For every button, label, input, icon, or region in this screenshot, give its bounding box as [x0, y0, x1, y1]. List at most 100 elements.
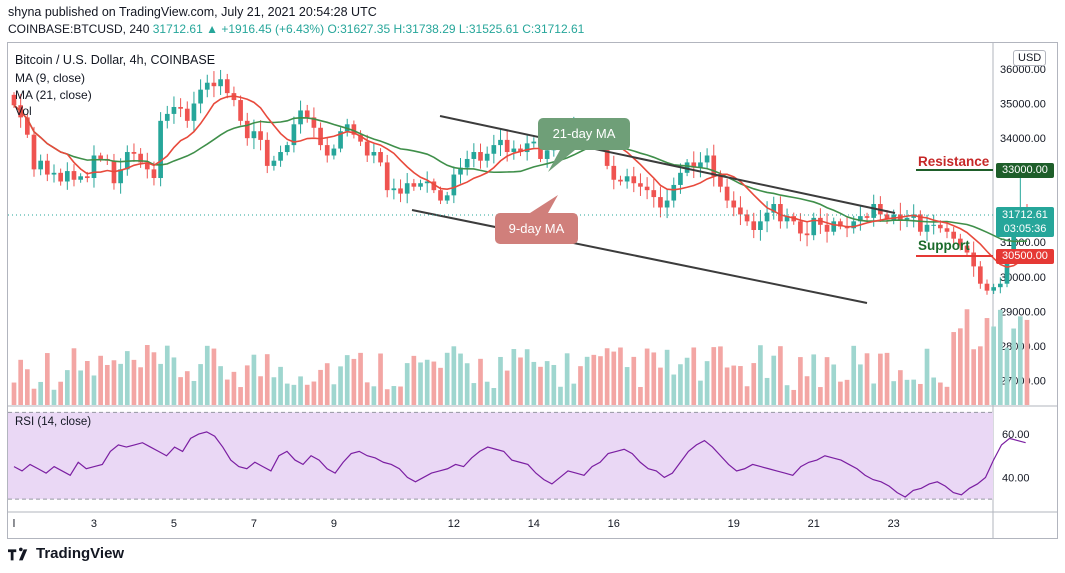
price-change: ▲ +1916.45 (+6.43%) [206, 22, 325, 36]
candle-body [118, 169, 123, 184]
candle-body [498, 139, 503, 146]
volume-bar [404, 363, 410, 405]
volume-bar [351, 358, 357, 405]
candle-body [978, 266, 983, 284]
volume-bar [144, 345, 150, 405]
volume-bar [638, 386, 643, 405]
volume-bar [971, 349, 977, 405]
candle-body [351, 124, 357, 135]
candle-body [338, 131, 343, 149]
volume-bar [391, 386, 397, 405]
candle-body [698, 162, 703, 168]
volume-bar [318, 369, 323, 405]
volume-bar [764, 377, 770, 405]
volume-bar [124, 351, 130, 405]
volume-bar [211, 348, 217, 405]
volume-bar [171, 357, 177, 405]
candle-body [798, 221, 803, 234]
volume-bar [131, 359, 137, 405]
candle-body [997, 283, 1003, 288]
volume-bar [604, 348, 610, 405]
candle-body [91, 155, 97, 179]
volume-bar [64, 370, 70, 405]
volume-bar [938, 382, 943, 405]
candle-body [991, 287, 996, 291]
candle-body [458, 167, 463, 175]
candle-body [304, 110, 310, 118]
time-tick-label: 7 [251, 518, 257, 530]
candle-body [684, 162, 690, 173]
volume-bar [958, 328, 963, 405]
ma9-callout: 9-day MA [495, 213, 578, 244]
volume-bar [711, 347, 717, 405]
last-price: 31712.61 [152, 22, 203, 36]
legend-ma21[interactable]: MA (21, close) [15, 88, 92, 102]
legend-ma9[interactable]: MA (9, close) [15, 71, 86, 85]
currency-selector[interactable]: USD [1013, 50, 1047, 66]
volume-bar [831, 364, 837, 405]
volume-bar [78, 370, 83, 405]
volume-bar [471, 383, 477, 405]
volume-bar [11, 382, 17, 405]
volume-bar [791, 389, 797, 405]
candle-body [378, 152, 383, 163]
legend-rsi[interactable]: RSI (14, close) [15, 416, 92, 428]
candle-body [871, 204, 877, 218]
volume-bar [658, 367, 663, 405]
volume-bar [1017, 316, 1023, 405]
channel-lower-line [411, 209, 868, 304]
candle-body [611, 165, 617, 180]
candle-body [244, 120, 250, 139]
candle-body [311, 117, 317, 128]
volume-bar [544, 361, 550, 405]
candle-body [318, 127, 323, 146]
candle-body [44, 160, 50, 175]
candle-body [624, 176, 630, 182]
volume-bar [698, 380, 703, 405]
volume-bar [58, 381, 63, 405]
time-tick-label: 3 [91, 518, 97, 530]
chart-frame [7, 42, 1058, 539]
volume-bar [111, 360, 117, 405]
volume-bar [951, 332, 957, 405]
candle-body [838, 221, 843, 227]
volume-bar [691, 347, 697, 405]
support-price-badge: 30500.00 [996, 249, 1054, 264]
candle-body [251, 131, 257, 139]
candle-body [358, 134, 363, 142]
legend-volume[interactable]: Vol [15, 104, 32, 118]
volume-bar [858, 364, 863, 405]
volume-bar [378, 353, 383, 405]
volume-bar [278, 366, 283, 405]
volume-bar [804, 376, 810, 405]
candle-body [411, 183, 417, 187]
volume-bar [798, 357, 803, 405]
volume-bar [571, 383, 577, 405]
ma21-callout: 21-day MA [538, 118, 630, 150]
volume-bar [538, 366, 543, 405]
volume-bar [231, 371, 237, 405]
volume-bar [178, 377, 183, 405]
candle-body [918, 214, 923, 232]
volume-bar [878, 353, 883, 405]
rsi-tick-label: 40.00 [1002, 472, 1030, 484]
volume-bar [384, 389, 390, 405]
candle-body [218, 79, 223, 87]
volume-bar [978, 346, 983, 405]
volume-bar [724, 367, 730, 405]
volume-bar [191, 380, 197, 405]
candle-body [431, 181, 437, 191]
volume-bar [451, 346, 457, 405]
candle-body [631, 176, 637, 184]
volume-bar [331, 384, 337, 405]
candle-body [11, 94, 17, 106]
candle-body [731, 200, 737, 208]
volume-bar [224, 379, 230, 405]
volume-bar [198, 364, 203, 405]
tradingview-logo[interactable]: TradingView [8, 545, 124, 562]
candle-body [24, 117, 30, 135]
candle-body [151, 169, 157, 179]
volume-bar [71, 348, 77, 405]
candle-body [671, 184, 677, 201]
